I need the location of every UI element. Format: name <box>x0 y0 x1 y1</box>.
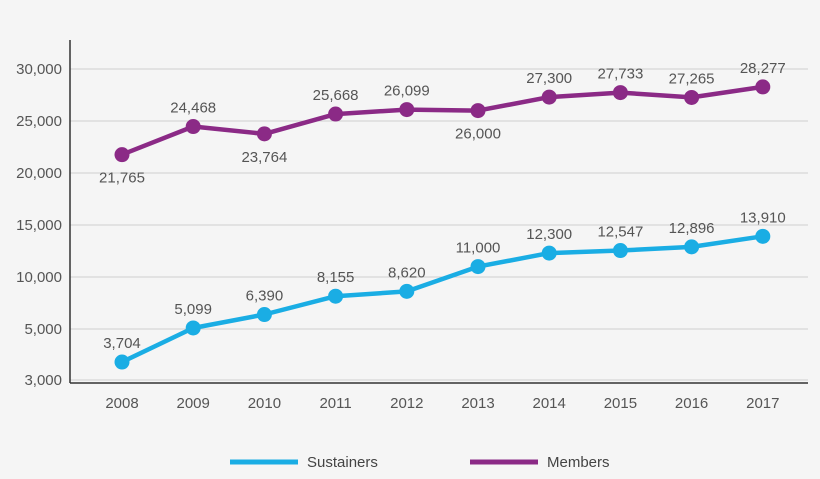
x-tick-label: 2014 <box>533 395 566 412</box>
x-tick-label: 2016 <box>675 395 708 412</box>
y-tick-label: 5,000 <box>24 321 62 338</box>
y-tick-label: 20,000 <box>16 165 62 182</box>
data-point-sustainers <box>185 320 201 336</box>
data-point-members <box>399 102 415 118</box>
data-label-sustainers: 8,620 <box>388 264 426 281</box>
data-label-members: 26,099 <box>384 83 430 100</box>
data-point-members <box>114 147 130 163</box>
data-point-members <box>185 119 201 135</box>
data-point-members <box>612 85 628 101</box>
data-label-sustainers: 3,704 <box>103 335 141 352</box>
data-point-sustainers <box>328 288 344 304</box>
y-tick-label: 15,000 <box>16 217 62 234</box>
data-label-sustainers: 12,896 <box>669 220 715 237</box>
data-point-sustainers <box>755 228 771 244</box>
x-tick-label: 2011 <box>319 395 351 412</box>
data-point-members <box>541 89 557 105</box>
data-label-members: 28,277 <box>740 60 786 77</box>
data-point-sustainers <box>399 283 415 299</box>
legend-label-sustainers: Sustainers <box>307 454 378 471</box>
series-line-members <box>121 84 764 157</box>
y-tick-label: 10,000 <box>16 269 62 286</box>
data-label-members: 27,265 <box>669 70 715 87</box>
data-point-members <box>328 106 344 122</box>
data-label-sustainers: 12,300 <box>526 226 572 243</box>
y-tick-label: 3,000 <box>24 372 62 389</box>
data-point-sustainers <box>256 307 272 323</box>
data-label-members: 23,764 <box>241 149 287 166</box>
data-point-sustainers <box>684 239 700 255</box>
data-label-sustainers: 8,155 <box>317 269 355 286</box>
data-label-sustainers: 11,000 <box>456 240 501 257</box>
data-label-members: 26,000 <box>455 126 501 143</box>
data-label-sustainers: 5,099 <box>174 301 212 318</box>
data-point-members <box>470 103 486 119</box>
data-label-members: 25,668 <box>313 87 359 104</box>
x-tick-label: 2013 <box>461 395 494 412</box>
x-tick-label: 2010 <box>248 395 281 412</box>
data-point-members <box>684 89 700 105</box>
x-tick-label: 2012 <box>390 395 423 412</box>
y-tick-label: 25,000 <box>16 113 62 130</box>
data-label-sustainers: 13,910 <box>740 209 786 226</box>
data-label-sustainers: 12,547 <box>597 224 643 241</box>
data-point-sustainers <box>541 245 557 261</box>
data-label-members: 27,300 <box>526 70 572 87</box>
x-tick-label: 2009 <box>177 395 210 412</box>
data-label-members: 21,765 <box>99 170 145 187</box>
data-label-members: 27,733 <box>597 66 643 83</box>
data-label-members: 24,468 <box>170 100 216 117</box>
data-point-members <box>256 126 272 142</box>
data-point-sustainers <box>470 259 486 275</box>
data-point-sustainers <box>612 243 628 259</box>
x-tick-label: 2008 <box>105 395 138 412</box>
series-line-sustainers <box>121 234 764 365</box>
data-point-sustainers <box>114 354 130 370</box>
x-tick-label: 2017 <box>746 395 779 412</box>
data-label-sustainers: 6,390 <box>246 288 284 305</box>
y-tick-label: 30,000 <box>16 61 62 78</box>
legend-label-members: Members <box>547 454 610 471</box>
x-tick-label: 2015 <box>604 395 637 412</box>
data-point-members <box>755 79 771 95</box>
